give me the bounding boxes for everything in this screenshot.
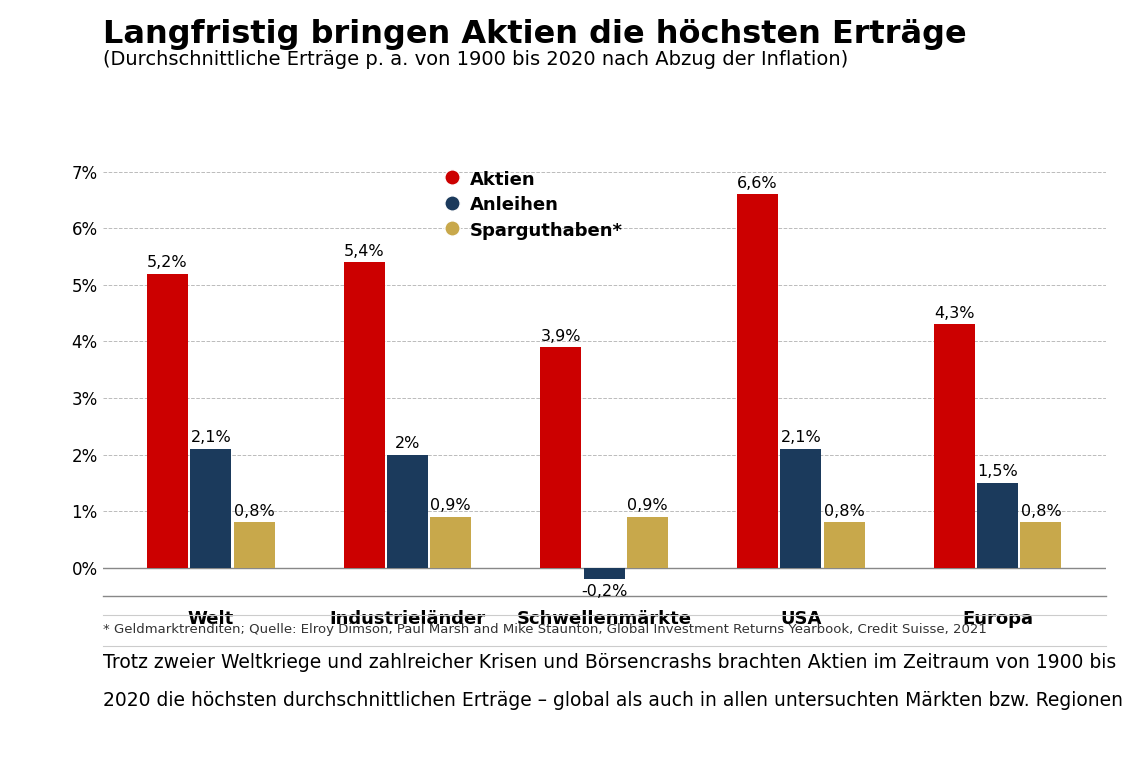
Text: 5,4%: 5,4%: [344, 244, 384, 259]
Text: -0,2%: -0,2%: [581, 584, 627, 599]
Text: 0,8%: 0,8%: [1020, 504, 1061, 519]
Text: (Durchschnittliche Erträge p. a. von 1900 bis 2020 nach Abzug der Inflation): (Durchschnittliche Erträge p. a. von 190…: [103, 50, 848, 69]
Bar: [823, 523, 865, 568]
Text: 0,9%: 0,9%: [627, 498, 668, 513]
Text: 6,6%: 6,6%: [738, 176, 777, 191]
Text: 4,3%: 4,3%: [934, 306, 975, 321]
Text: 0,8%: 0,8%: [824, 504, 864, 519]
Text: Trotz zweier Weltkriege und zahlreicher Krisen und Börsencrashs brachten Aktien : Trotz zweier Weltkriege und zahlreicher …: [103, 653, 1116, 672]
Bar: [934, 325, 975, 568]
Bar: [343, 262, 385, 568]
Bar: [190, 449, 231, 568]
Text: 0,8%: 0,8%: [234, 504, 275, 519]
Bar: [627, 516, 668, 568]
Text: 2,1%: 2,1%: [190, 430, 231, 445]
Bar: [386, 455, 428, 568]
Bar: [540, 347, 581, 568]
Bar: [781, 449, 822, 568]
Text: Langfristig bringen Aktien die höchsten Erträge: Langfristig bringen Aktien die höchsten …: [103, 19, 967, 50]
Bar: [977, 483, 1018, 568]
Text: 5,2%: 5,2%: [147, 255, 188, 270]
Legend: Aktien, Anleihen, Sparguthaben*: Aktien, Anleihen, Sparguthaben*: [442, 170, 622, 240]
Bar: [584, 568, 625, 579]
Text: 2%: 2%: [394, 436, 421, 451]
Bar: [234, 523, 275, 568]
Text: 2,1%: 2,1%: [781, 430, 821, 445]
Text: 1,5%: 1,5%: [977, 465, 1018, 480]
Bar: [147, 274, 188, 568]
Text: 2020 die höchsten durchschnittlichen Erträge – global als auch in allen untersuc: 2020 die höchsten durchschnittlichen Ert…: [103, 691, 1123, 711]
Bar: [430, 516, 471, 568]
Bar: [738, 194, 779, 568]
Bar: [1020, 523, 1061, 568]
Text: * Geldmarktrenditen; Quelle: Elroy Dimson, Paul Marsh and Mike Staunton, Global : * Geldmarktrenditen; Quelle: Elroy Dimso…: [103, 623, 986, 636]
Text: 3,9%: 3,9%: [540, 329, 581, 344]
Text: 0,9%: 0,9%: [431, 498, 471, 513]
